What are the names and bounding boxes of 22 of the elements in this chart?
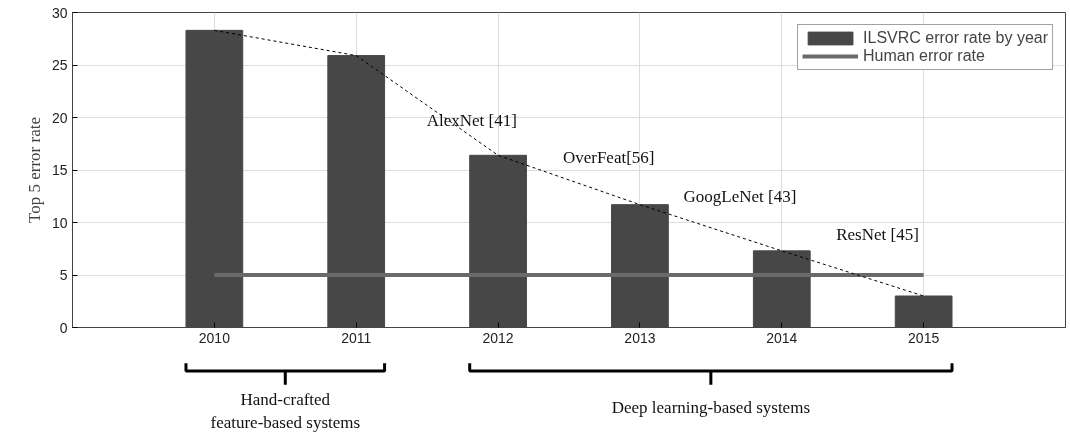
annotation: ResNet [45]	[836, 224, 919, 244]
annotation: GoogLeNet [43]	[683, 186, 797, 206]
annotation: AlexNet [41]	[426, 111, 517, 131]
legend-label: ILSVRC error rate by year	[863, 29, 1048, 47]
y-tick-label: 0	[59, 319, 68, 336]
x-tick-label: 2010	[198, 329, 231, 346]
x-tick-label: 2014	[766, 329, 798, 346]
x-tick-label: 2011	[341, 329, 372, 346]
y-tick-label: 30	[51, 4, 68, 21]
y-axis-title: Top 5 error rate	[24, 117, 44, 223]
y-tick-label: 10	[51, 214, 68, 231]
x-tick-label: 2013	[624, 329, 656, 346]
x-tick-label: 2012	[482, 329, 514, 346]
y-tick-label: 25	[51, 57, 68, 73]
annotation: OverFeat[56]	[562, 147, 655, 167]
legend-label: Human error rate	[863, 47, 985, 65]
y-tick-label: 15	[51, 162, 68, 178]
y-tick-label: 20	[51, 109, 68, 126]
text: Deep learning-based systems	[611, 397, 810, 417]
y-tick-label: 5	[59, 267, 68, 283]
text: Hand-crafted feature-based systems	[210, 389, 361, 433]
x-tick-label: 2015	[908, 329, 940, 346]
